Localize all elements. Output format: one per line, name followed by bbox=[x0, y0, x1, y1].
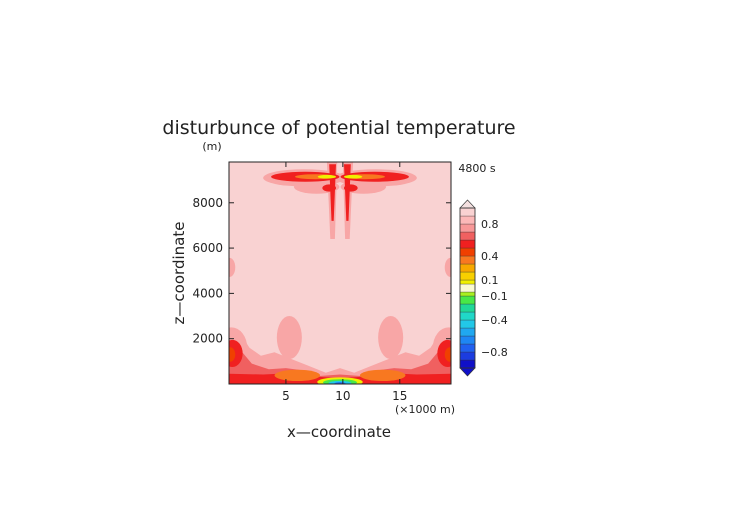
colorbar-segment bbox=[459, 351, 476, 361]
contour-field bbox=[229, 162, 451, 384]
colorbar-segment bbox=[459, 263, 476, 273]
colorbar-segment bbox=[459, 359, 476, 369]
y-axis-label: z—coordinate bbox=[170, 222, 188, 325]
x-tick-label: 5 bbox=[282, 389, 290, 403]
contour-band bbox=[344, 164, 351, 221]
colorbar: 0.8 0.4 0.1 −0.1 −0.4 −0.8 bbox=[459, 199, 508, 377]
colorbar-segment bbox=[459, 343, 476, 353]
colorbar-min-arrow bbox=[459, 367, 476, 377]
time-label: 4800 s bbox=[458, 162, 495, 175]
colorbar-segment bbox=[459, 279, 476, 285]
colorbar-segment bbox=[459, 255, 476, 265]
colorbar-segment bbox=[459, 327, 476, 337]
colorbar-segment bbox=[459, 295, 476, 305]
contour-band bbox=[329, 164, 336, 221]
y-axis-unit: (m) bbox=[202, 140, 221, 153]
colorbar-segment bbox=[459, 223, 476, 233]
colorbar-max-arrow bbox=[459, 199, 476, 209]
colorbar-segment bbox=[459, 239, 476, 249]
contour-band bbox=[229, 347, 236, 362]
contour-band bbox=[317, 174, 337, 179]
colorbar-segment bbox=[459, 319, 476, 329]
contour-band bbox=[444, 257, 451, 277]
colorbar-segment bbox=[459, 231, 476, 241]
y-tick-label: 6000 bbox=[192, 241, 223, 255]
colorbar-segment bbox=[459, 207, 476, 217]
contour-band bbox=[378, 316, 404, 360]
colorbar-segment bbox=[459, 271, 476, 281]
colorbar-label: −0.1 bbox=[481, 290, 508, 303]
colorbar-frame bbox=[459, 207, 476, 369]
contour-band bbox=[276, 316, 302, 360]
x-tick-label: 10 bbox=[335, 389, 350, 403]
contour-band bbox=[359, 369, 406, 382]
y-tick-label: 4000 bbox=[192, 286, 223, 300]
colorbar-label: 0.1 bbox=[481, 274, 499, 287]
colorbar-label: 0.8 bbox=[481, 218, 499, 231]
contour-band bbox=[274, 369, 321, 382]
contour-band bbox=[343, 174, 363, 179]
x-axis-ticks: 5 10 15 bbox=[282, 162, 407, 403]
colorbar-segment bbox=[459, 283, 476, 293]
contour-band bbox=[444, 347, 451, 362]
colorbar-label: 0.4 bbox=[481, 250, 499, 263]
contour-band bbox=[343, 184, 358, 192]
y-axis-ticks: 2000 4000 6000 8000 bbox=[192, 196, 451, 346]
plot-background bbox=[229, 162, 451, 384]
colorbar-label: −0.8 bbox=[481, 346, 508, 359]
x-axis-unit: (×1000 m) bbox=[395, 403, 455, 416]
x-axis-label: x—coordinate bbox=[287, 423, 391, 441]
colorbar-segment bbox=[459, 311, 476, 321]
plot-frame bbox=[228, 161, 452, 385]
colorbar-segment bbox=[459, 215, 476, 225]
colorbar-label: −0.4 bbox=[481, 314, 508, 327]
colorbar-segment bbox=[459, 291, 476, 297]
contour-band bbox=[229, 257, 236, 277]
chart-title: disturbunce of potential temperature bbox=[162, 117, 515, 139]
colorbar-segment bbox=[459, 335, 476, 345]
y-tick-label: 8000 bbox=[192, 196, 223, 210]
contour-band bbox=[322, 184, 337, 192]
colorbar-segment bbox=[459, 247, 476, 257]
x-tick-label: 15 bbox=[392, 389, 407, 403]
colorbar-segment bbox=[459, 303, 476, 313]
y-tick-label: 2000 bbox=[192, 332, 223, 346]
